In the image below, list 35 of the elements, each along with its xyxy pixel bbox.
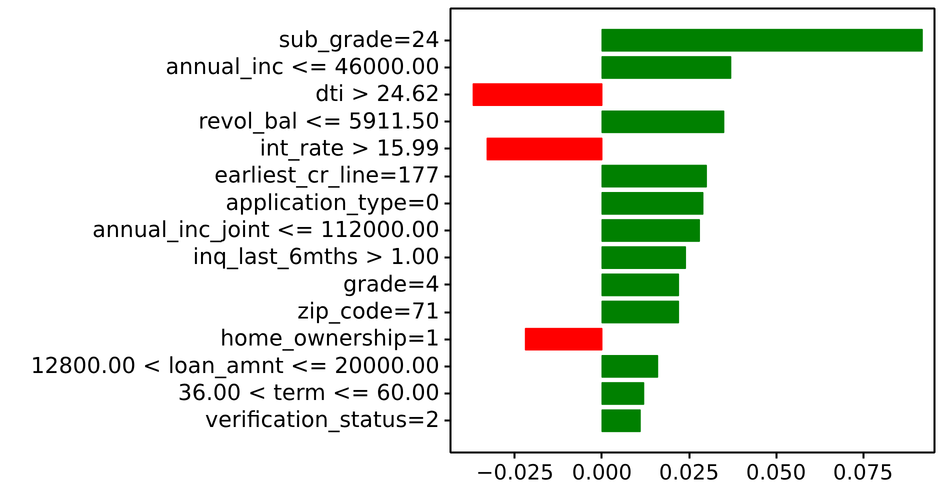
bar — [601, 28, 923, 52]
y-tick-label: grade=4 — [343, 272, 440, 298]
bar — [601, 110, 724, 134]
bar — [601, 246, 686, 270]
bar — [601, 300, 680, 324]
x-tick-label: 0.000 — [572, 460, 632, 484]
y-tick-label: verification_status=2 — [205, 408, 440, 434]
bar — [472, 83, 602, 106]
y-tick-label: annual_inc_joint <= 112000.00 — [92, 218, 440, 243]
x-tick-label: 0.075 — [833, 460, 894, 484]
y-tick-label: 36.00 < term <= 60.00 — [178, 381, 440, 406]
y-tick-label: application_type=0 — [226, 190, 440, 216]
y-tick-label: inq_last_6mths > 1.00 — [192, 245, 440, 270]
y-tick-label: dti > 24.62 — [315, 82, 440, 108]
bar — [601, 382, 644, 405]
bar — [601, 354, 658, 378]
y-tick-label: zip_code=71 — [297, 300, 440, 325]
y-tick-label: int_rate > 15.99 — [260, 136, 440, 162]
x-tick-label: 0.025 — [658, 460, 720, 484]
bar — [601, 56, 732, 79]
y-tick-label: annual_inc <= 46000.00 — [166, 54, 440, 80]
x-tick-label: 0.050 — [746, 460, 806, 484]
y-tick-label: 12800.00 < loan_amnt <= 20000.00 — [30, 354, 440, 379]
bar — [601, 192, 704, 215]
bar — [601, 219, 700, 242]
bar — [601, 409, 641, 432]
y-tick-label: revol_bal <= 5911.50 — [198, 109, 440, 134]
bar — [601, 164, 707, 188]
y-tick-label: earliest_cr_line=177 — [214, 164, 440, 189]
y-tick-label: sub_grade=24 — [278, 28, 440, 53]
bar — [601, 273, 680, 296]
y-tick-label: home_ownership=1 — [220, 326, 440, 352]
x-tick-label: −0.025 — [476, 460, 554, 484]
bar — [524, 328, 602, 351]
bar — [486, 138, 602, 160]
